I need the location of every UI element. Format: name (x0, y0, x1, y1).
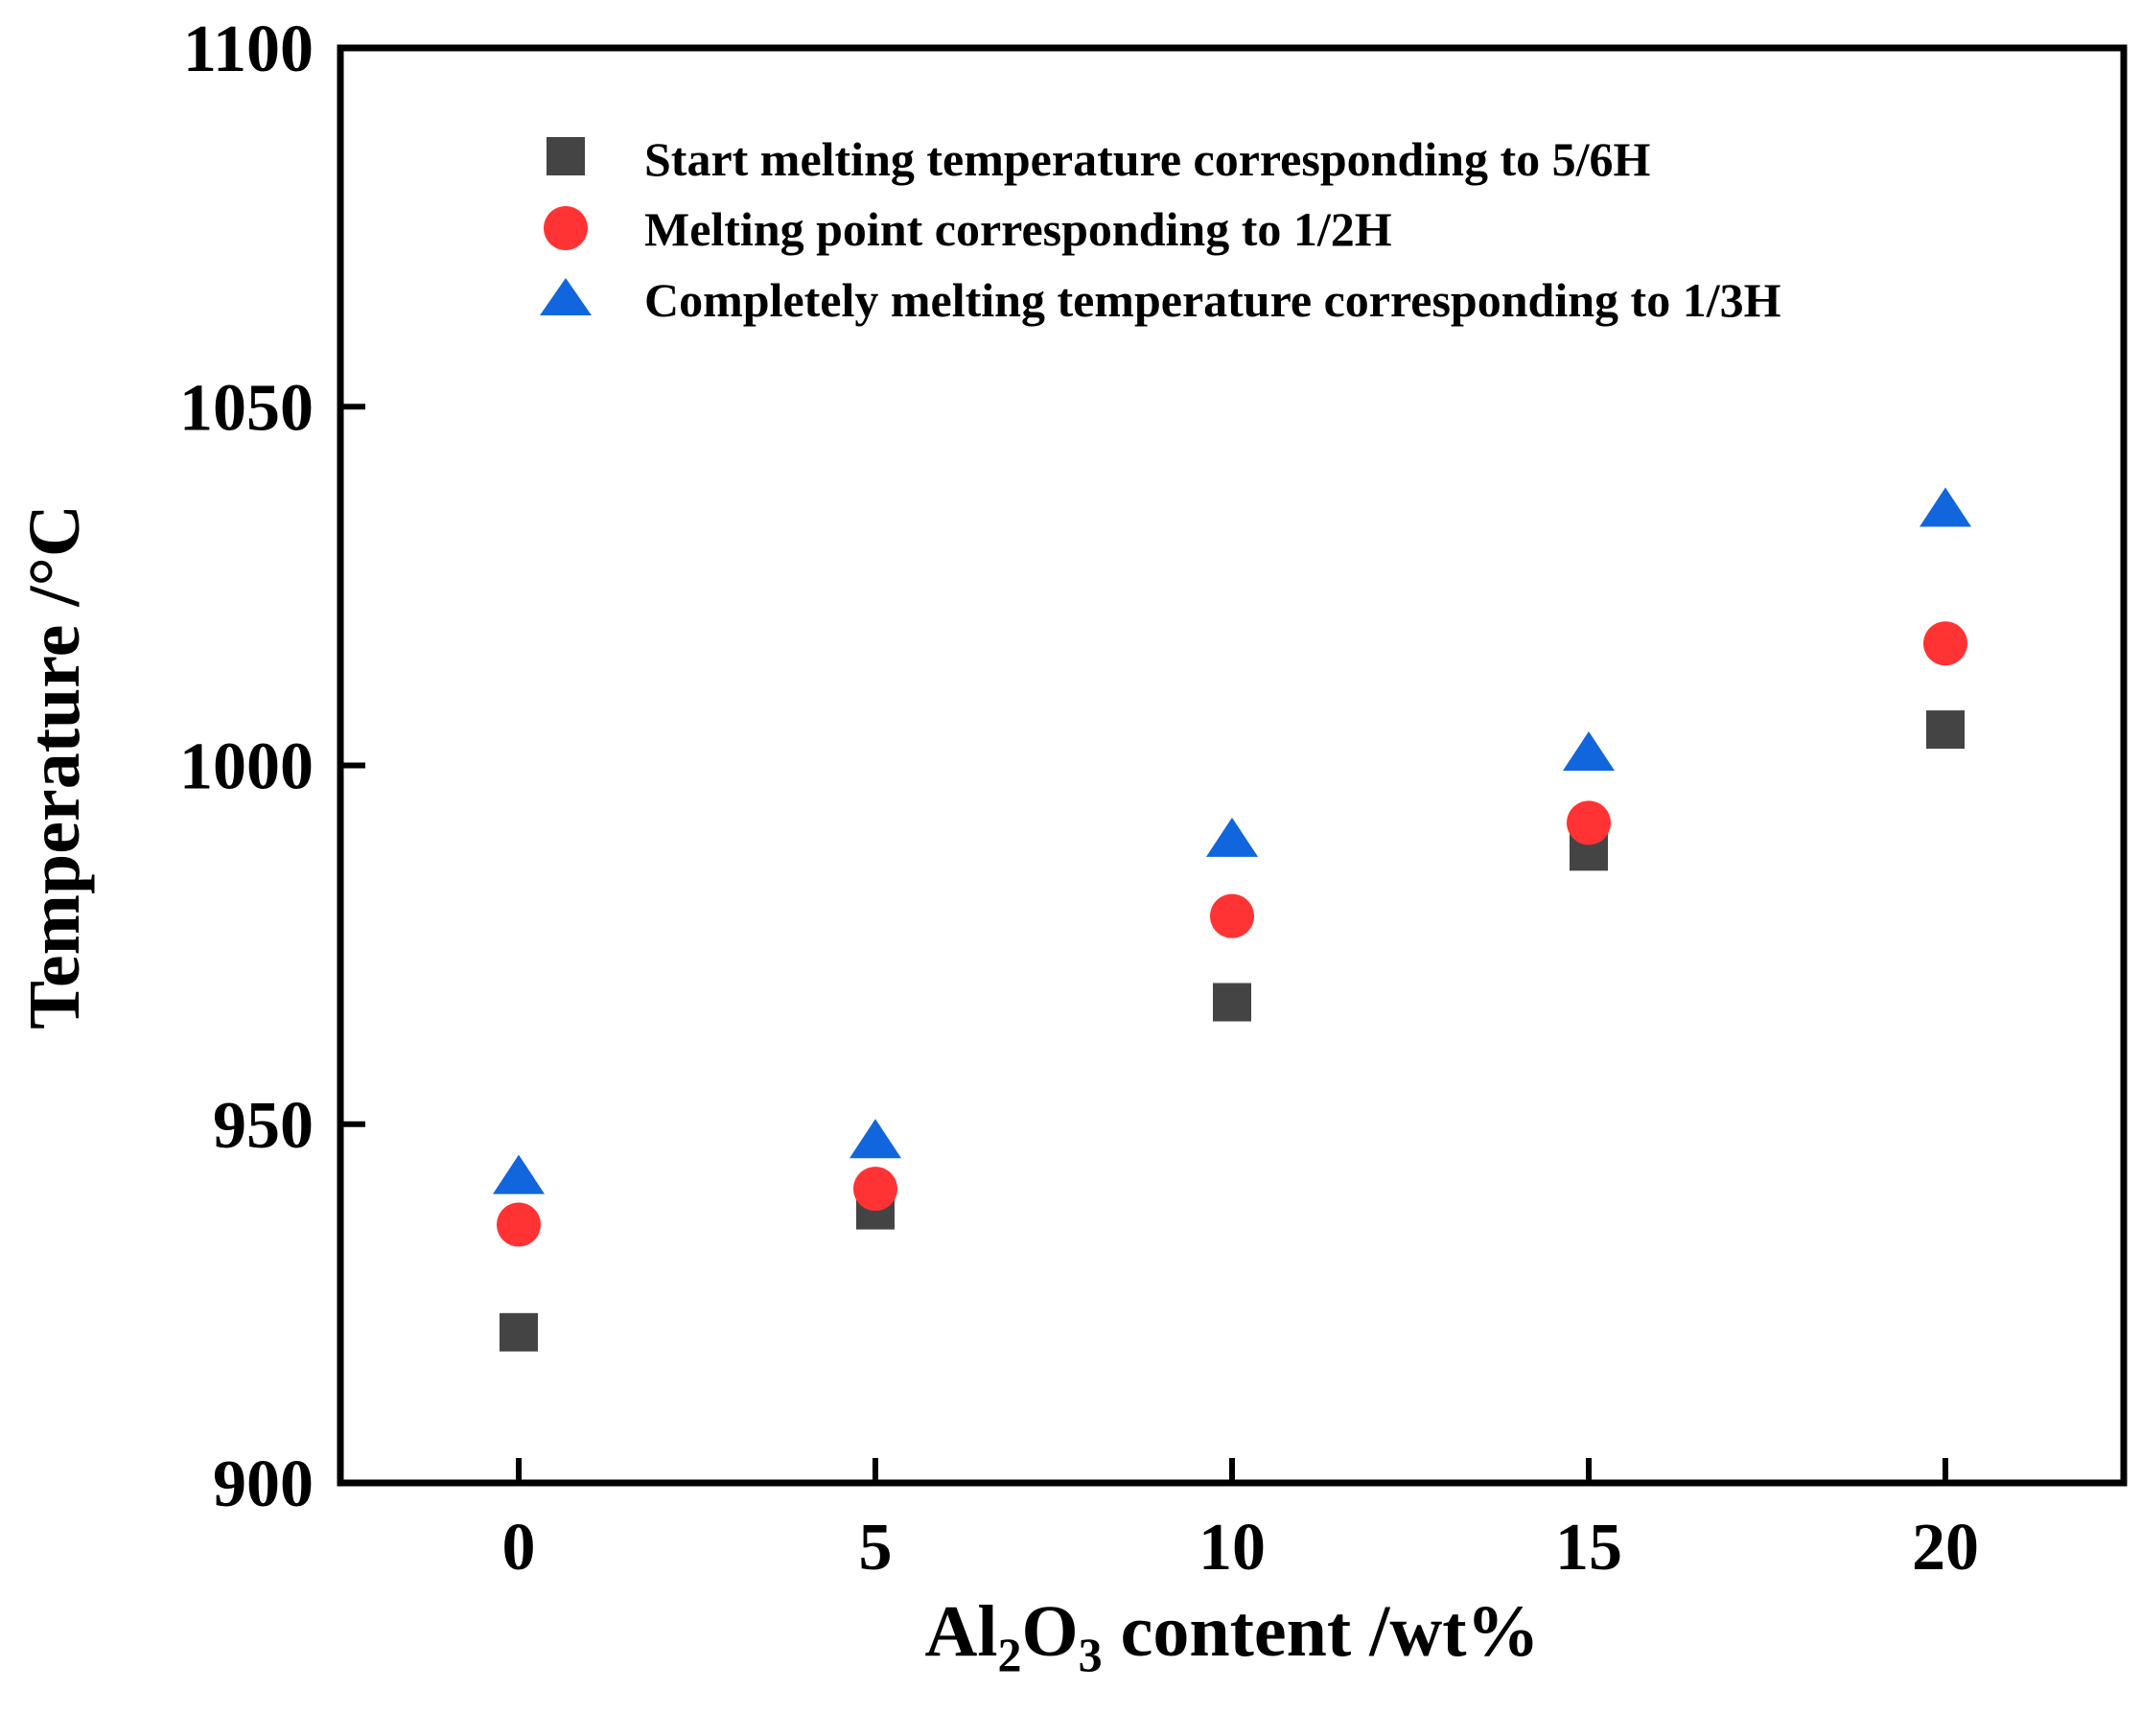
x-axis-ticks: 0 5 10 15 20 (502, 1458, 1979, 1585)
legend-triangle-marker (540, 278, 592, 315)
x-axis-title-o: O (1021, 1591, 1078, 1672)
legend-circle-marker (544, 206, 588, 250)
point-circle (1923, 621, 1967, 666)
y-tick-label: 900 (213, 1447, 314, 1521)
point-triangle (493, 1154, 545, 1194)
point-circle (1567, 800, 1611, 845)
point-triangle (1920, 487, 1971, 527)
plot-area (337, 44, 2128, 1487)
y-tick-label: 1050 (179, 371, 314, 445)
point-square (1926, 710, 1965, 750)
y-axis-title: Temperature /°C (14, 504, 95, 1030)
legend-label-completely-melting: Completely melting temperature correspon… (644, 273, 1781, 327)
x-axis-title-sub-2: 2 (997, 1628, 1021, 1681)
x-axis-title-sub-3: 3 (1079, 1628, 1103, 1681)
x-tick-label: 10 (1198, 1511, 1266, 1585)
x-tick-label: 20 (1912, 1511, 1979, 1585)
y-tick-label: 1000 (179, 730, 314, 804)
x-tick-label: 15 (1555, 1511, 1622, 1585)
point-circle (853, 1167, 897, 1212)
data-markers (493, 487, 1971, 1352)
point-triangle (1206, 817, 1258, 857)
x-axis-title-suffix: content /wt% (1103, 1591, 1540, 1672)
x-tick-label: 5 (859, 1511, 893, 1585)
point-square (1213, 983, 1251, 1022)
legend: Start melting temperature corresponding … (540, 132, 1781, 327)
legend-label-melting-point: Melting point corresponding to 1/2H (644, 202, 1392, 256)
legend-label-start-melting: Start melting temperature corresponding … (644, 132, 1650, 186)
y-tick-label: 1100 (183, 12, 314, 86)
point-square (500, 1312, 538, 1352)
x-axis-title-al: Al (924, 1591, 997, 1672)
point-circle (497, 1202, 541, 1247)
y-axis-ticks: 900 950 1000 1050 1100 (179, 12, 365, 1521)
point-triangle (849, 1119, 901, 1159)
y-tick-label: 950 (213, 1089, 314, 1163)
x-axis-title: Al2O3 content /wt% (924, 1591, 1539, 1681)
point-circle (1210, 893, 1254, 938)
x-tick-label: 0 (502, 1511, 536, 1585)
legend-square-marker (547, 137, 585, 175)
point-triangle (1563, 731, 1615, 772)
